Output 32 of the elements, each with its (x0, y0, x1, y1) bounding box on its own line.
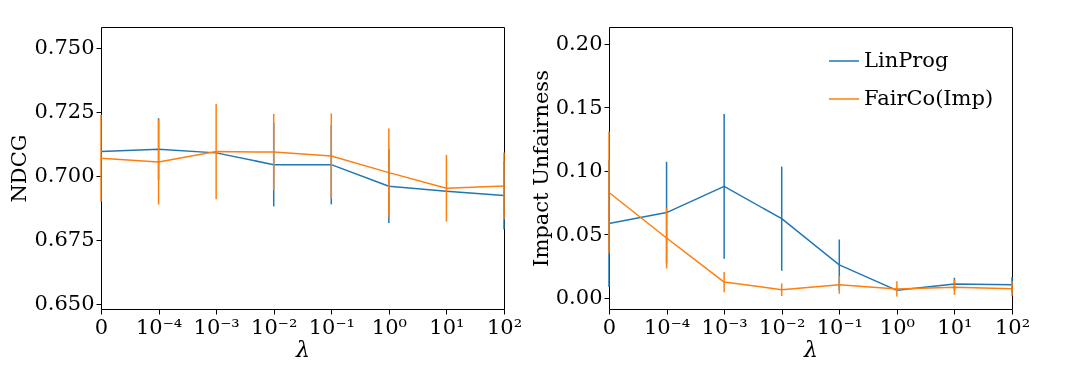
x-axis-title: λ (803, 336, 818, 362)
x-tick-label: 10⁰ (879, 314, 915, 339)
y-tick-label: 0.10 (555, 158, 603, 183)
y-tick-label: 0.700 (34, 163, 95, 188)
y-tick-label: 0.00 (555, 285, 603, 310)
x-axis-title: λ (295, 336, 310, 362)
y-tick-label: 0.675 (34, 227, 95, 252)
y-axis-title: Impact Unfairness (528, 70, 553, 267)
x-tick-label: 10⁻¹ (308, 314, 355, 339)
x-tick-label: 10⁻⁴ (135, 314, 183, 339)
y-tick-label: 0.725 (34, 99, 95, 124)
x-tick-label: 10¹ (937, 314, 973, 339)
x-tick-label: 0 (94, 314, 109, 339)
y-tick-label: 0.750 (34, 35, 95, 60)
legend-label: FairCo(Imp) (864, 86, 994, 110)
x-tick-label: 10⁻³ (193, 314, 240, 339)
y-axis-title: NDCG (7, 134, 32, 203)
x-tick-label: 10² (994, 314, 1031, 339)
x-tick-label: 10⁻² (759, 314, 806, 339)
y-tick-label: 0.15 (555, 94, 603, 119)
x-tick-label: 10⁻³ (701, 314, 748, 339)
x-tick-label: 10¹ (429, 314, 465, 339)
legend-label: LinProg (864, 48, 949, 72)
x-tick-label: 10⁻⁴ (643, 314, 691, 339)
x-tick-label: 10⁰ (371, 314, 407, 339)
y-tick-label: 0.20 (555, 31, 603, 56)
x-tick-label: 10⁻² (251, 314, 298, 339)
x-tick-label: 0 (602, 314, 617, 339)
x-tick-label: 10² (486, 314, 523, 339)
y-tick-label: 0.05 (555, 221, 603, 246)
y-tick-label: 0.650 (34, 291, 95, 316)
x-tick-label: 10⁻¹ (816, 314, 863, 339)
